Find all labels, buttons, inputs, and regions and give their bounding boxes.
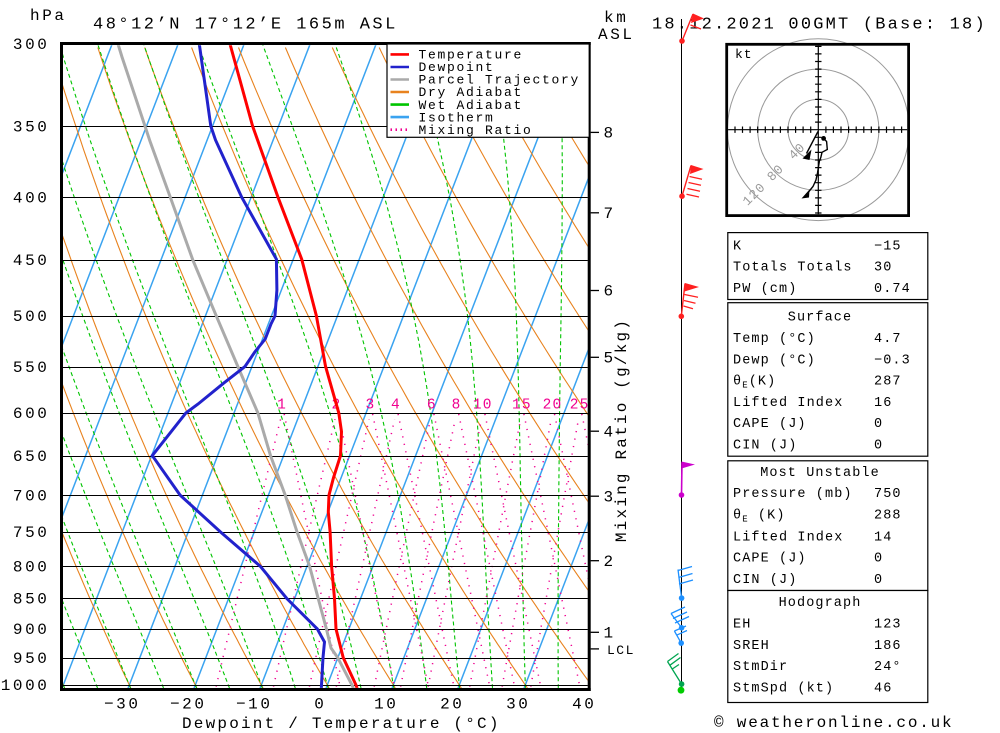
svg-text:EH: EH <box>733 618 751 633</box>
svg-text:Lifted Index: Lifted Index <box>733 396 843 411</box>
svg-text:PW (cm): PW (cm) <box>733 282 797 297</box>
svg-text:−15: −15 <box>874 239 902 254</box>
svg-text:−0.3: −0.3 <box>874 353 911 368</box>
svg-text:750: 750 <box>13 524 50 542</box>
svg-text:350: 350 <box>13 118 50 136</box>
svg-text:CIN (J): CIN (J) <box>733 439 797 454</box>
svg-text:Dewpoint: Dewpoint <box>419 60 495 75</box>
svg-text:Isotherm: Isotherm <box>419 110 495 125</box>
svg-text:0.74: 0.74 <box>874 282 911 297</box>
svg-text:SREH: SREH <box>733 639 770 654</box>
svg-text:14: 14 <box>874 530 892 545</box>
svg-text:650: 650 <box>13 448 50 466</box>
svg-text:Pressure (mb): Pressure (mb) <box>733 487 853 502</box>
svg-text:ASL: ASL <box>598 26 635 44</box>
svg-text:CIN (J): CIN (J) <box>733 573 797 588</box>
svg-text:0: 0 <box>314 696 326 714</box>
svg-text:8: 8 <box>604 125 616 143</box>
svg-text:Most Unstable: Most Unstable <box>760 466 880 481</box>
svg-text:750: 750 <box>874 487 902 502</box>
svg-text:8: 8 <box>452 397 462 413</box>
svg-text:4: 4 <box>604 423 616 441</box>
svg-text:Surface: Surface <box>788 311 852 326</box>
svg-text:48°12’N 17°12’E 165m ASL: 48°12’N 17°12’E 165m ASL <box>93 16 398 35</box>
svg-text:StmDir: StmDir <box>733 660 788 675</box>
svg-text:30: 30 <box>874 261 892 276</box>
svg-text:0: 0 <box>874 552 883 567</box>
svg-text:3: 3 <box>366 397 376 413</box>
svg-text:CAPE (J): CAPE (J) <box>733 417 807 432</box>
svg-text:30: 30 <box>506 696 530 714</box>
svg-text:700: 700 <box>13 487 50 505</box>
svg-text:4: 4 <box>391 397 401 413</box>
svg-text:20: 20 <box>543 397 563 413</box>
svg-text:Lifted Index: Lifted Index <box>733 530 843 545</box>
svg-text:Dry Adiabat: Dry Adiabat <box>419 85 524 100</box>
svg-text:3: 3 <box>604 488 616 506</box>
svg-text:−10: −10 <box>236 696 273 714</box>
svg-text:Parcel Trajectory: Parcel Trajectory <box>419 73 581 88</box>
svg-text:Hodograph: Hodograph <box>779 596 862 611</box>
svg-text:1000: 1000 <box>1 677 50 695</box>
svg-text:550: 550 <box>13 359 50 377</box>
svg-text:−20: −20 <box>170 696 207 714</box>
svg-text:K: K <box>733 239 742 254</box>
svg-text:600: 600 <box>13 405 50 423</box>
svg-text:300: 300 <box>13 36 50 54</box>
svg-text:287: 287 <box>874 375 902 390</box>
svg-text:Mixing Ratio: Mixing Ratio <box>419 123 533 138</box>
svg-text:hPa: hPa <box>30 7 67 25</box>
svg-text:θE(K): θE(K) <box>733 375 776 391</box>
svg-text:25: 25 <box>570 397 590 413</box>
svg-text:950: 950 <box>13 650 50 668</box>
svg-text:StmSpd (kt): StmSpd (kt) <box>733 681 834 696</box>
svg-text:850: 850 <box>13 591 50 609</box>
svg-text:15: 15 <box>512 397 532 413</box>
svg-text:6: 6 <box>604 283 616 301</box>
svg-text:24°: 24° <box>874 660 902 675</box>
svg-text:Totals Totals: Totals Totals <box>733 261 853 276</box>
svg-text:Dewpoint / Temperature (°C): Dewpoint / Temperature (°C) <box>182 715 501 733</box>
svg-text:123: 123 <box>874 618 902 633</box>
svg-text:2: 2 <box>604 553 616 571</box>
svg-text:288: 288 <box>874 508 902 523</box>
svg-text:LCL: LCL <box>607 643 635 658</box>
svg-text:5: 5 <box>604 350 616 368</box>
svg-text:20: 20 <box>440 696 464 714</box>
svg-text:46: 46 <box>874 681 892 696</box>
svg-text:© weatheronline.co.uk: © weatheronline.co.uk <box>714 714 953 732</box>
svg-text:400: 400 <box>13 189 50 207</box>
svg-text:θE (K): θE (K) <box>733 508 786 524</box>
svg-text:186: 186 <box>874 639 902 654</box>
svg-text:Mixing Ratio (g/kg): Mixing Ratio (g/kg) <box>613 318 631 542</box>
svg-text:40: 40 <box>572 696 596 714</box>
svg-text:km: km <box>604 9 628 27</box>
svg-text:Dewp (°C): Dewp (°C) <box>733 353 816 368</box>
svg-text:500: 500 <box>13 308 50 326</box>
svg-text:4.7: 4.7 <box>874 332 902 347</box>
svg-text:0: 0 <box>874 417 883 432</box>
svg-text:kt: kt <box>735 47 753 62</box>
svg-text:6: 6 <box>427 397 437 413</box>
svg-text:10: 10 <box>374 696 398 714</box>
svg-text:Wet Adiabat: Wet Adiabat <box>419 98 524 113</box>
svg-text:18.12.2021 00GMT (Base: 18): 18.12.2021 00GMT (Base: 18) <box>652 16 987 35</box>
svg-text:7: 7 <box>604 205 616 223</box>
svg-text:800: 800 <box>13 558 50 576</box>
svg-text:1: 1 <box>277 397 287 413</box>
svg-text:0: 0 <box>874 439 883 454</box>
svg-text:900: 900 <box>13 621 50 639</box>
svg-text:450: 450 <box>13 252 50 270</box>
svg-text:0: 0 <box>874 573 883 588</box>
svg-text:Temperature: Temperature <box>419 48 524 63</box>
svg-text:1: 1 <box>604 625 616 643</box>
svg-text:−30: −30 <box>104 696 141 714</box>
svg-text:Temp (°C): Temp (°C) <box>733 332 816 347</box>
svg-text:CAPE (J): CAPE (J) <box>733 552 807 567</box>
svg-text:10: 10 <box>473 397 493 413</box>
svg-text:16: 16 <box>874 396 892 411</box>
